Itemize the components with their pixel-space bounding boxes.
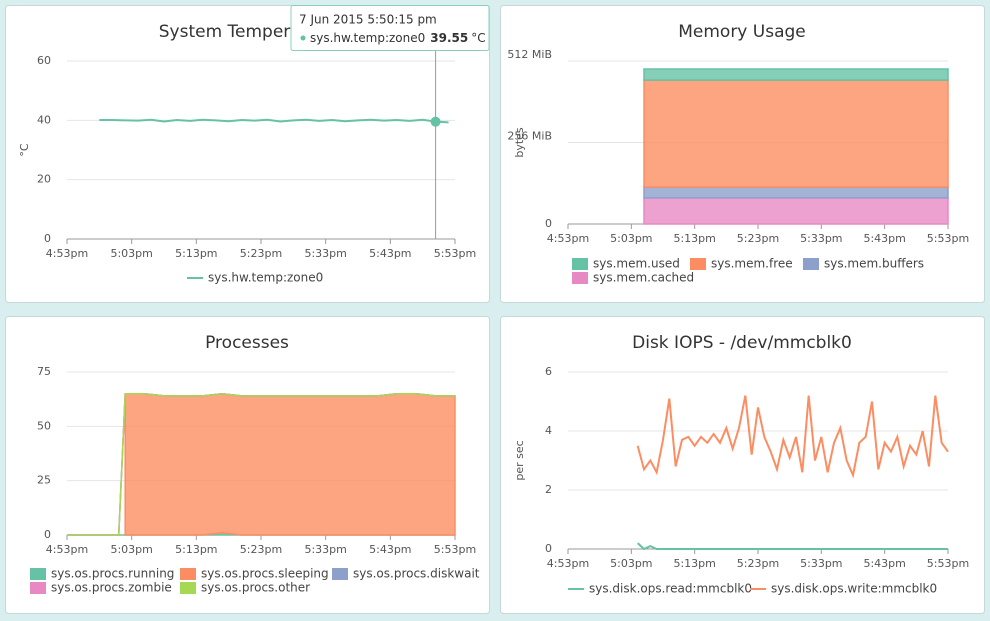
legend-label: sys.mem.used [593, 257, 680, 271]
panel: Disk IOPS - /dev/mmcblk0 per sec 0 2 4 6 4:53p… [500, 316, 985, 614]
x-tick-label: 5:13pm [175, 247, 217, 260]
series-area [67, 392, 455, 536]
legend-label: sys.mem.cached [593, 271, 694, 285]
y-tick-label: 40 [37, 113, 51, 126]
y-tick-label: 75 [37, 365, 51, 378]
legend-swatch [572, 258, 588, 270]
tooltip [290, 5, 490, 51]
y-tick-label: 25 [37, 474, 51, 487]
y-tick-label: 6 [545, 365, 552, 378]
x-tick-label: 5:53pm [927, 557, 969, 570]
series-line [636, 395, 949, 479]
legend-swatch [690, 258, 706, 270]
y-axis-label: bytes [513, 127, 526, 158]
legend-swatch [332, 568, 348, 580]
series-area [643, 68, 949, 81]
x-tick-label: 5:43pm [369, 543, 411, 556]
x-tick-label: 5:13pm [673, 557, 715, 570]
x-tick-label: 5:53pm [927, 232, 969, 245]
x-tick-label: 5:23pm [240, 543, 282, 556]
legend-swatch [572, 272, 588, 284]
chart-title: Disk IOPS - /dev/mmcblk0 [632, 333, 852, 353]
y-tick-label: 0 [545, 542, 552, 555]
chart-title: Memory Usage [678, 22, 806, 42]
x-tick-label: 5:33pm [304, 247, 346, 260]
x-tick-label: 5:03pm [610, 557, 652, 570]
tooltip-unit: °C [471, 31, 485, 45]
legend-label: sys.os.procs.zombie [51, 581, 172, 595]
y-axis-label: °C [18, 143, 31, 157]
y-axis-label: per sec [513, 440, 526, 480]
tooltip-value: 39.55 [430, 31, 468, 45]
legend-swatch [803, 258, 819, 270]
x-tick-label: 5:03pm [610, 232, 652, 245]
series-area [643, 186, 949, 199]
panel-background [5, 5, 490, 303]
x-tick-label: 5:33pm [800, 557, 842, 570]
x-tick-label: 4:53pm [547, 557, 589, 570]
y-tick-label: 256 MiB [507, 130, 552, 143]
y-tick-label: 2 [545, 483, 552, 496]
y-tick-label: 60 [37, 54, 51, 67]
x-tick-label: 5:43pm [863, 232, 905, 245]
y-tick-label: 50 [37, 419, 51, 432]
x-tick-label: 4:53pm [46, 247, 88, 260]
x-tick-label: 5:03pm [110, 247, 152, 260]
tooltip-series: sys.hw.temp:zone0 [310, 31, 425, 45]
legend-swatch [180, 568, 196, 580]
legend-label: sys.mem.free [711, 257, 793, 271]
series-area [124, 392, 456, 536]
legend-label: sys.mem.buffers [824, 257, 924, 271]
y-tick-label: 0 [44, 232, 51, 245]
x-tick-label: 5:23pm [240, 247, 282, 260]
legend-swatch [30, 568, 46, 580]
x-tick-label: 4:53pm [547, 232, 589, 245]
legend-swatch [30, 582, 46, 594]
series-area [643, 79, 949, 188]
y-tick-label: 4 [545, 424, 552, 437]
x-tick-label: 5:23pm [737, 557, 779, 570]
x-tick-label: 5:53pm [434, 247, 476, 260]
legend-swatch [180, 582, 196, 594]
x-tick-label: 5:33pm [304, 543, 346, 556]
legend-label: sys.os.procs.running [51, 567, 174, 581]
legend-label: sys.hw.temp:zone0 [208, 271, 323, 285]
x-tick-label: 5:33pm [800, 232, 842, 245]
x-tick-label: 5:43pm [863, 557, 905, 570]
hover-point [430, 116, 441, 127]
x-tick-label: 5:03pm [110, 543, 152, 556]
x-tick-label: 5:13pm [673, 232, 715, 245]
y-tick-label: 0 [44, 528, 51, 541]
tooltip-swatch [300, 35, 306, 41]
tooltip-title: 7 Jun 2015 5:50:15 pm [299, 13, 437, 27]
legend-label: sys.os.procs.diskwait [353, 567, 480, 581]
y-tick-label: 0 [545, 217, 552, 230]
tooltip-row: sys.hw.temp:zone0 39.55 °C [310, 31, 486, 45]
panel-background [500, 316, 985, 614]
y-tick-label: 20 [37, 173, 51, 186]
legend-label: sys.disk.ops.write:mmcblk0 [771, 582, 937, 596]
chart-title: Processes [205, 333, 289, 353]
x-tick-label: 5:23pm [737, 232, 779, 245]
panel: Processes 0 25 50 75 4:53pm 5:03pm 5:13pm 5:23pm… [5, 316, 490, 614]
legend-label: sys.disk.ops.read:mmcblk0 [589, 582, 752, 596]
series-area [643, 197, 949, 225]
x-tick-label: 5:43pm [369, 247, 411, 260]
x-tick-label: 5:13pm [175, 543, 217, 556]
legend-label: sys.os.procs.sleeping [201, 567, 329, 581]
x-tick-label: 4:53pm [46, 543, 88, 556]
series-line [636, 542, 948, 551]
x-tick-label: 5:53pm [434, 543, 476, 556]
y-tick-label: 512 MiB [507, 48, 552, 61]
panel: Memory Usage bytes 0 256 MiB 512 MiB 4:53pm 5:… [500, 5, 985, 303]
legend-label: sys.os.procs.other [201, 581, 310, 595]
series-line [99, 118, 449, 124]
